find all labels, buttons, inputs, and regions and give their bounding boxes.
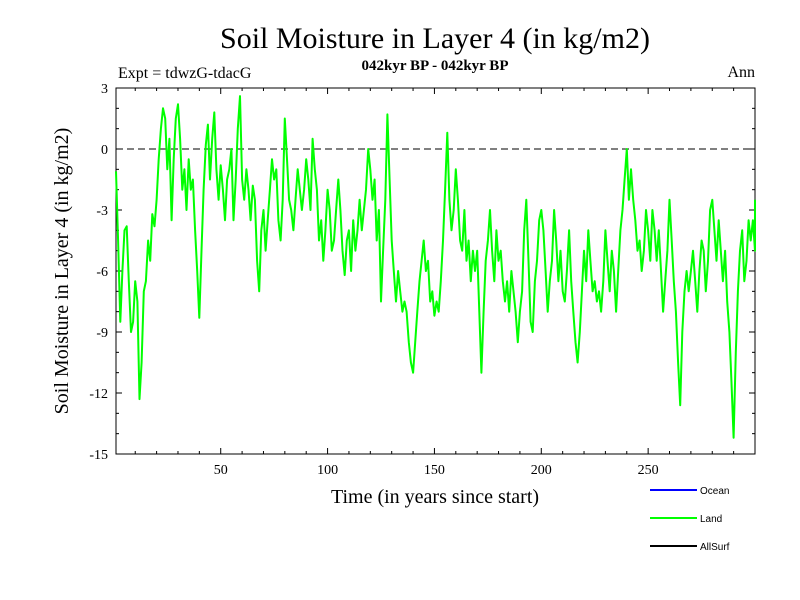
y-tick-label: -3: [96, 204, 108, 219]
chart-title: Soil Moisture in Layer 4 (in kg/m2): [220, 22, 650, 55]
legend-label-land: Land: [700, 514, 722, 525]
chart-subtitle: 042kyr BP - 042kyr BP: [362, 58, 509, 74]
legend-label-allsurf: AllSurf: [700, 542, 730, 553]
y-tick-label: 0: [101, 143, 108, 158]
x-axis: 50 100 150 200 250: [134, 88, 735, 478]
legend: Ocean Land AllSurf: [650, 486, 730, 553]
series-line-land: [115, 95, 756, 439]
experiment-label: Expt = tdwzG-tdacG: [118, 65, 252, 82]
y-axis: 3 0 -3 -6 -9 -12 -15: [89, 82, 755, 463]
y-axis-label: Soil Moisture in Layer 4 (in kg/m2): [51, 128, 73, 415]
x-tick-label: 150: [424, 463, 445, 478]
y-tick-label: -9: [96, 326, 108, 341]
x-axis-label: Time (in years since start): [331, 486, 539, 508]
period-label: Ann: [727, 64, 755, 81]
y-tick-label: 3: [101, 82, 108, 97]
y-tick-label: -15: [89, 448, 108, 463]
legend-label-ocean: Ocean: [700, 486, 729, 497]
x-tick-label: 50: [214, 463, 228, 478]
x-tick-label: 250: [638, 463, 659, 478]
y-tick-label: -6: [96, 265, 108, 280]
x-tick-label: 100: [317, 463, 338, 478]
x-tick-label: 200: [531, 463, 552, 478]
y-tick-label: -12: [89, 387, 108, 402]
